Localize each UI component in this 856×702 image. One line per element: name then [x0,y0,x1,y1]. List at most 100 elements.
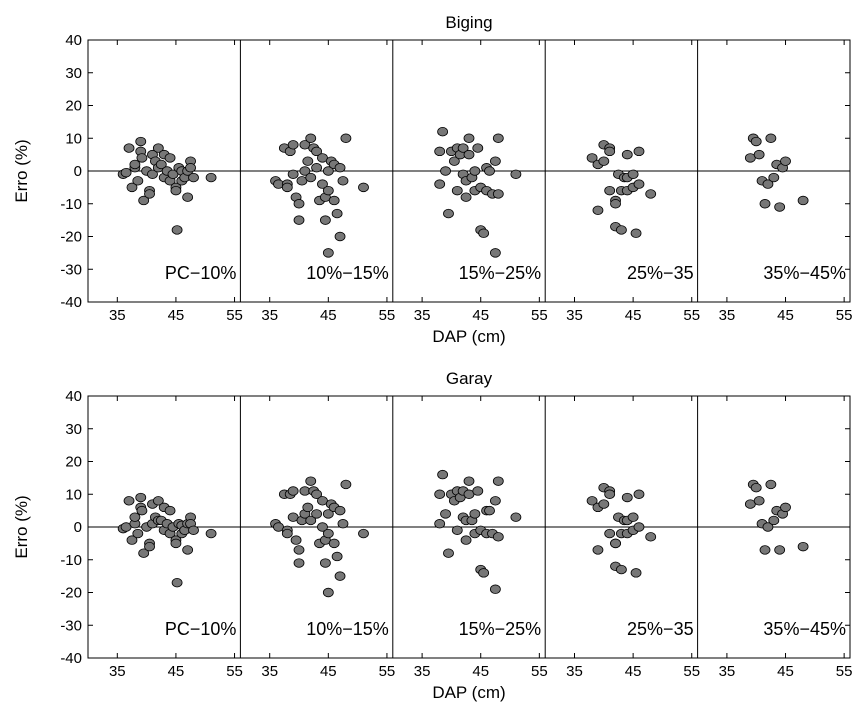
data-point [774,202,786,212]
data-point [510,169,522,179]
chart-1: Biging Erro (%) DAP (cm) -40 -30 -20 -10 0 10 20 3… [12,13,852,346]
y-tick-label: 20 [65,98,82,115]
data-point [616,564,627,575]
data-point [489,248,501,258]
y-tick-label: 10 [65,130,82,147]
data-point [586,153,598,163]
data-point [586,496,598,506]
data-point [762,179,774,189]
data-point [185,163,196,173]
data-point [478,568,490,578]
data-point [434,519,446,529]
y-tick-label: -10 [60,196,82,213]
x-tick-label: 45 [777,307,794,324]
panel-label: 15%−25% [459,263,542,283]
panel-label: 25%−35 [627,263,694,283]
data-point [604,528,616,539]
data-point [147,169,158,179]
x-tick-label: 55 [836,663,853,680]
data-point [144,189,155,199]
data-point [164,505,176,516]
data-point [132,528,144,539]
data-point [281,528,293,539]
data-point [340,133,352,143]
data-point [290,535,302,545]
y-tick-label: 30 [65,421,82,438]
data-point [469,509,481,519]
data-point [328,195,340,206]
data-point [328,538,340,549]
data-point [144,541,155,552]
data-point [633,522,645,532]
data-point [334,571,346,581]
y-tick-label: 40 [65,388,82,405]
data-point [633,489,645,499]
data-point [463,133,475,143]
data-point [762,522,774,532]
data-point [750,483,762,493]
panel-label: 35%−45% [763,619,846,639]
panel-4: 35 45 55 25%−35 [544,40,700,324]
data-point [337,176,349,186]
data-point [311,163,323,173]
y-axis-label: Erro (%) [12,139,31,202]
data-point [138,548,150,558]
data-point [621,149,633,160]
data-point [434,489,446,499]
x-tick-label: 35 [414,663,431,680]
data-point [434,146,446,157]
data-point [451,185,463,196]
data-point [604,489,616,499]
data-point [136,505,148,516]
x-tick-label: 55 [683,307,700,324]
data-point [463,149,475,160]
data-point [182,545,194,555]
data-point [164,153,176,163]
chart-2: Garay Erro (%) DAP (cm) -40 -30 -20 -10 0 10 20 30… [12,369,852,702]
chart-title: Garay [446,369,493,388]
data-point [457,143,469,153]
panel-label: 10%−15% [306,619,389,639]
data-point [123,496,135,506]
x-tick-label: 35 [261,307,278,324]
y-tick-label: 0 [74,163,82,180]
data-point [331,208,343,219]
panel-1: 35 45 55 PC−10% [88,40,243,324]
data-point [616,225,627,235]
x-tick-label: 35 [566,663,583,680]
data-point [753,496,765,506]
x-tick-label: 35 [109,307,126,324]
data-point [302,156,314,166]
data-point [645,189,657,199]
y-tick-label: -20 [60,229,82,246]
data-point [334,163,346,173]
data-point [182,192,194,202]
x-tick-label: 45 [168,307,185,324]
data-point [765,133,777,143]
data-point [136,153,148,163]
data-point [337,519,349,529]
data-point [492,189,504,199]
data-point [492,532,504,542]
data-point [604,146,616,157]
y-tick-label: 40 [65,32,82,49]
data-point [334,505,346,516]
x-tick-label: 45 [320,307,337,324]
data-point [484,166,495,176]
data-point [135,492,147,503]
x-tick-label: 35 [414,307,431,324]
y-tick-label: 0 [74,519,82,536]
data-point [319,215,331,225]
y-axis-label: Erro (%) [12,495,31,558]
data-point [322,509,334,519]
data-point [633,146,645,157]
data-point [460,535,472,545]
y-tick-label: -10 [60,552,82,569]
data-point [469,166,481,176]
data-point [170,185,182,196]
y-tick-label: 10 [65,486,82,503]
data-point [322,587,334,598]
data-point [129,159,141,170]
data-point [759,545,771,555]
data-point [645,532,657,542]
